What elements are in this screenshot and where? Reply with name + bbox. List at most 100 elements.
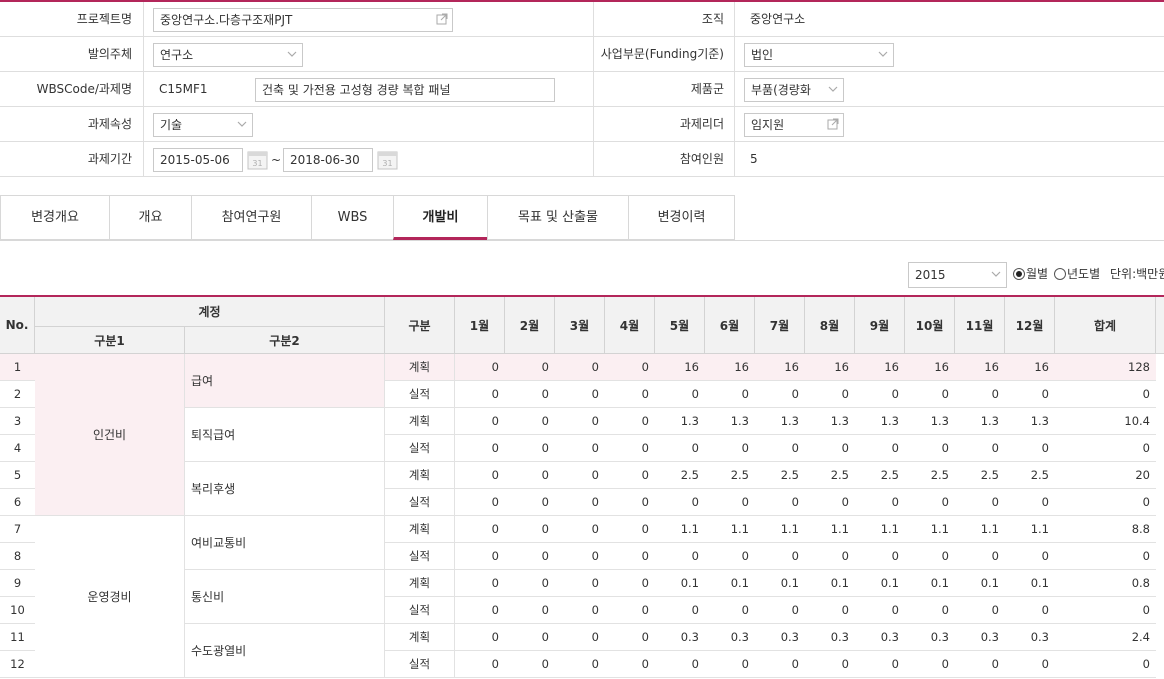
month-cell: 0 bbox=[855, 435, 905, 462]
month-cell: 1.3 bbox=[855, 408, 905, 435]
month-cell: 2.5 bbox=[655, 462, 705, 489]
issuer-label: 발의주체 bbox=[0, 37, 132, 71]
header-total: 합계 bbox=[1055, 297, 1156, 354]
wbs-label: WBSCode/과제명 bbox=[0, 72, 132, 106]
month-cell: 0 bbox=[455, 408, 505, 435]
product-group-select[interactable]: 부품(경량화 bbox=[744, 78, 844, 102]
info-row-period: 과제기간 2015-05-06 31 ~ 2018-06-30 31 참여인원 … bbox=[0, 142, 1164, 177]
month-cell: 0.3 bbox=[955, 624, 1005, 651]
header-month: 9월 bbox=[855, 297, 905, 354]
task-name-field[interactable]: 건축 및 가전용 고성형 경량 복합 패널 bbox=[255, 78, 555, 102]
month-cell: 0.3 bbox=[655, 624, 705, 651]
attribute-select[interactable]: 기술 bbox=[153, 113, 253, 137]
period-end-input[interactable]: 2018-06-30 bbox=[283, 148, 373, 172]
month-cell: 0 bbox=[1005, 489, 1055, 516]
month-cell: 0 bbox=[855, 381, 905, 408]
tab-change-summary[interactable]: 변경개요 bbox=[0, 195, 109, 240]
calendar-icon[interactable]: 31 bbox=[247, 149, 269, 171]
month-cell: 1.1 bbox=[705, 516, 755, 543]
month-cell: 0 bbox=[905, 489, 955, 516]
month-cell: 0 bbox=[505, 381, 555, 408]
tab-change-history[interactable]: 변경이력 bbox=[628, 195, 735, 240]
info-row-issuer: 발의주체 연구소 사업부문(Funding기준) 법인 bbox=[0, 37, 1164, 72]
month-cell: 0 bbox=[905, 597, 955, 624]
info-row-wbs: WBSCode/과제명 C15MF1 건축 및 가전용 고성형 경량 복합 패널… bbox=[0, 72, 1164, 107]
header-cat2: 구분2 bbox=[185, 327, 385, 354]
month-cell: 16 bbox=[705, 354, 755, 381]
month-cell: 0.3 bbox=[1005, 624, 1055, 651]
row-type: 계획 bbox=[385, 516, 455, 543]
month-cell: 0 bbox=[555, 570, 605, 597]
month-cell: 0.3 bbox=[805, 624, 855, 651]
project-name-field[interactable]: 중앙연구소.다층구조재PJT bbox=[153, 8, 453, 32]
month-cell: 0 bbox=[605, 489, 655, 516]
month-cell: 0 bbox=[555, 354, 605, 381]
calendar-icon[interactable]: 31 bbox=[377, 149, 399, 171]
period-start-input[interactable]: 2015-05-06 bbox=[153, 148, 243, 172]
header-month: 3월 bbox=[555, 297, 605, 354]
group2-cell: 수도광열비 bbox=[185, 624, 385, 678]
leader-value: 임지원 bbox=[751, 118, 785, 132]
month-cell: 0 bbox=[655, 489, 705, 516]
month-cell: 0 bbox=[805, 435, 855, 462]
month-cell: 0 bbox=[805, 651, 855, 678]
total-cell: 2.4 bbox=[1055, 624, 1156, 651]
year-select[interactable]: 2015 bbox=[908, 262, 1007, 288]
month-cell: 0 bbox=[555, 651, 605, 678]
month-cell: 0 bbox=[755, 543, 805, 570]
attribute-value: 기술 bbox=[160, 118, 183, 132]
month-cell: 0.1 bbox=[955, 570, 1005, 597]
month-cell: 0.1 bbox=[905, 570, 955, 597]
total-cell: 0.8 bbox=[1055, 570, 1156, 597]
month-cell: 0 bbox=[755, 435, 805, 462]
month-cell: 1.3 bbox=[755, 408, 805, 435]
month-cell: 2.5 bbox=[755, 462, 805, 489]
tab-researchers[interactable]: 참여연구원 bbox=[191, 195, 311, 240]
month-cell: 0 bbox=[905, 651, 955, 678]
external-link-icon[interactable] bbox=[827, 118, 839, 130]
row-type: 계획 bbox=[385, 624, 455, 651]
month-cell: 0 bbox=[605, 651, 655, 678]
calendar-day-text: 31 bbox=[382, 159, 392, 168]
monthly-label: 월별 bbox=[1026, 267, 1049, 281]
month-cell: 0 bbox=[605, 381, 655, 408]
month-cell: 0 bbox=[455, 354, 505, 381]
chevron-down-icon bbox=[991, 271, 1001, 277]
total-cell: 0 bbox=[1055, 489, 1156, 516]
period-label: 과제기간 bbox=[0, 142, 132, 176]
month-cell: 16 bbox=[805, 354, 855, 381]
tab-goals-outputs[interactable]: 목표 및 산출물 bbox=[487, 195, 628, 240]
business-select[interactable]: 법인 bbox=[744, 43, 894, 67]
month-cell: 0 bbox=[705, 489, 755, 516]
total-cell: 0 bbox=[1055, 543, 1156, 570]
leader-field[interactable]: 임지원 bbox=[744, 113, 844, 137]
month-cell: 0 bbox=[455, 651, 505, 678]
tab-overview[interactable]: 개요 bbox=[109, 195, 191, 240]
month-cell: 0 bbox=[705, 597, 755, 624]
tab-wbs[interactable]: WBS bbox=[311, 195, 393, 240]
month-cell: 0 bbox=[855, 543, 905, 570]
month-cell: 0 bbox=[805, 597, 855, 624]
month-cell: 0.3 bbox=[855, 624, 905, 651]
month-cell: 0.1 bbox=[655, 570, 705, 597]
month-cell: 0 bbox=[555, 624, 605, 651]
row-type: 계획 bbox=[385, 462, 455, 489]
yearly-radio[interactable] bbox=[1054, 268, 1066, 280]
business-label: 사업부문(Funding기준) bbox=[594, 37, 724, 71]
month-cell: 0 bbox=[705, 435, 755, 462]
external-link-icon[interactable] bbox=[436, 13, 448, 25]
row-type: 실적 bbox=[385, 597, 455, 624]
month-cell: 0 bbox=[1005, 543, 1055, 570]
month-cell: 2.5 bbox=[705, 462, 755, 489]
total-cell: 0 bbox=[1055, 651, 1156, 678]
tab-dev-cost[interactable]: 개발비 bbox=[393, 195, 487, 240]
monthly-radio[interactable] bbox=[1013, 268, 1025, 280]
header-month: 10월 bbox=[905, 297, 955, 354]
month-cell: 0 bbox=[605, 462, 655, 489]
row-type: 실적 bbox=[385, 543, 455, 570]
issuer-select[interactable]: 연구소 bbox=[153, 43, 303, 67]
total-cell: 8.8 bbox=[1055, 516, 1156, 543]
month-cell: 2.5 bbox=[1005, 462, 1055, 489]
calendar-day-text: 31 bbox=[252, 159, 262, 168]
month-cell: 0 bbox=[655, 543, 705, 570]
